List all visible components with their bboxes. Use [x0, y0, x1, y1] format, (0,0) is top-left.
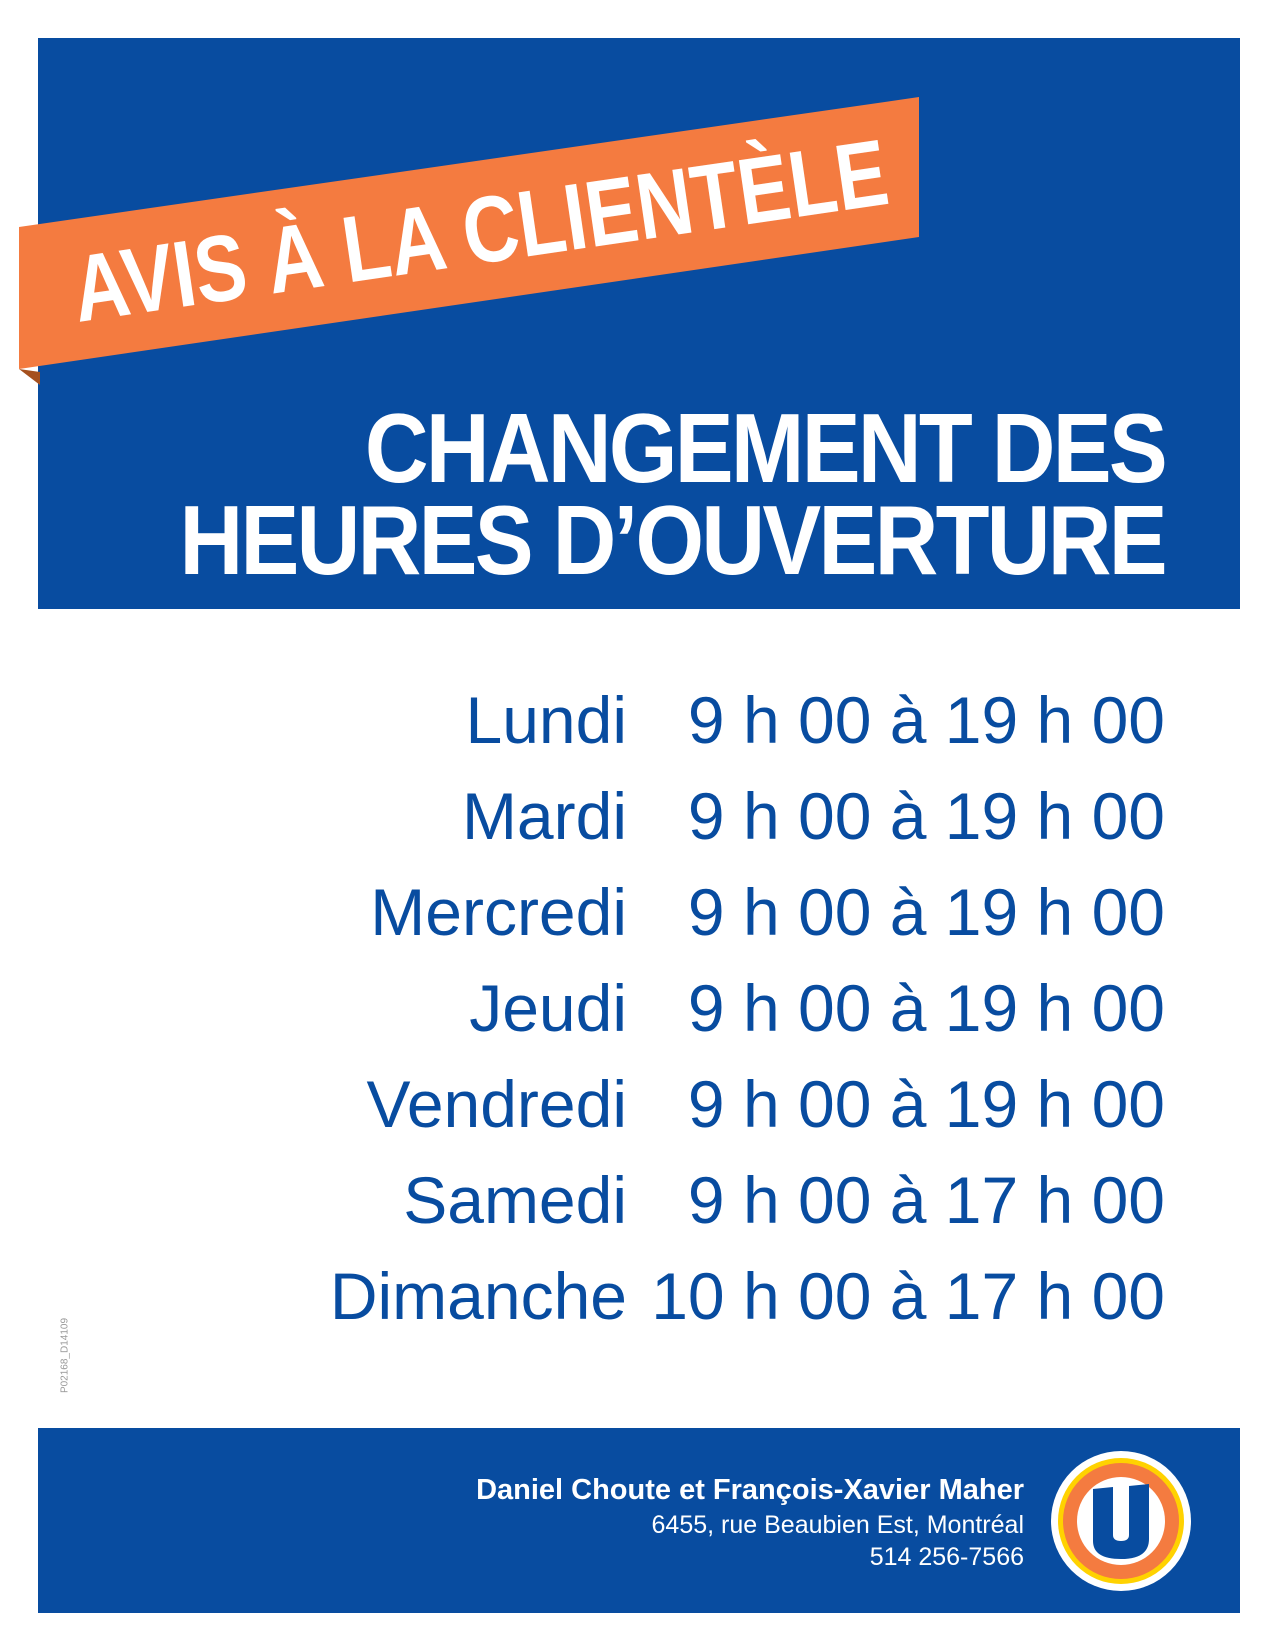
- owners-name: Daniel Choute et François-Xavier Maher: [476, 1474, 1024, 1506]
- print-code: P02168_D14109: [59, 1317, 71, 1394]
- day-label: Samedi: [403, 1163, 627, 1237]
- day-label: Jeudi: [469, 971, 627, 1045]
- hours-value: 9 h 00 à 19 h 00: [687, 1067, 1165, 1141]
- schedule-row: Jeudi 9 h 00 à 19 h 00: [0, 956, 1275, 1046]
- hours-value: 9 h 00 à 19 h 00: [687, 875, 1165, 949]
- schedule-row: Lundi 9 h 00 à 19 h 00: [0, 668, 1275, 758]
- day-label: Dimanche: [329, 1259, 627, 1333]
- day-label: Mercredi: [370, 875, 627, 949]
- notice-banner: AVIS À LA CLIENTÈLE: [19, 97, 919, 385]
- day-label: Vendredi: [366, 1067, 627, 1141]
- day-label: Mardi: [461, 779, 627, 853]
- schedule-row: Vendredi 9 h 00 à 19 h 00: [0, 1052, 1275, 1142]
- hours-value: 9 h 00 à 17 h 00: [687, 1163, 1165, 1237]
- schedule-row: Samedi 9 h 00 à 17 h 00: [0, 1148, 1275, 1238]
- store-address: 6455, rue Beaubien Est, Montréal: [651, 1511, 1024, 1539]
- schedule-row: Dimanche 10 h 00 à 17 h 00: [0, 1244, 1275, 1334]
- schedule-row: Mardi 9 h 00 à 19 h 00: [0, 764, 1275, 854]
- store-logo: [1051, 1451, 1191, 1591]
- day-label: Lundi: [465, 683, 628, 757]
- schedule-row: Mercredi 9 h 00 à 19 h 00: [0, 860, 1275, 950]
- hours-value: 9 h 00 à 19 h 00: [687, 683, 1165, 757]
- title-line-1: CHANGEMENT DES: [364, 393, 1168, 503]
- banner-text: AVIS À LA CLIENTÈLE: [66, 120, 895, 343]
- hours-value: 9 h 00 à 19 h 00: [687, 971, 1165, 1045]
- title-line-2: HEURES D’OUVERTURE: [179, 485, 1168, 595]
- hours-value: 10 h 00 à 17 h 00: [651, 1259, 1165, 1333]
- footer-panel: [38, 1428, 1240, 1613]
- hours-value: 9 h 00 à 19 h 00: [687, 779, 1165, 853]
- store-phone: 514 256-7566: [869, 1543, 1024, 1571]
